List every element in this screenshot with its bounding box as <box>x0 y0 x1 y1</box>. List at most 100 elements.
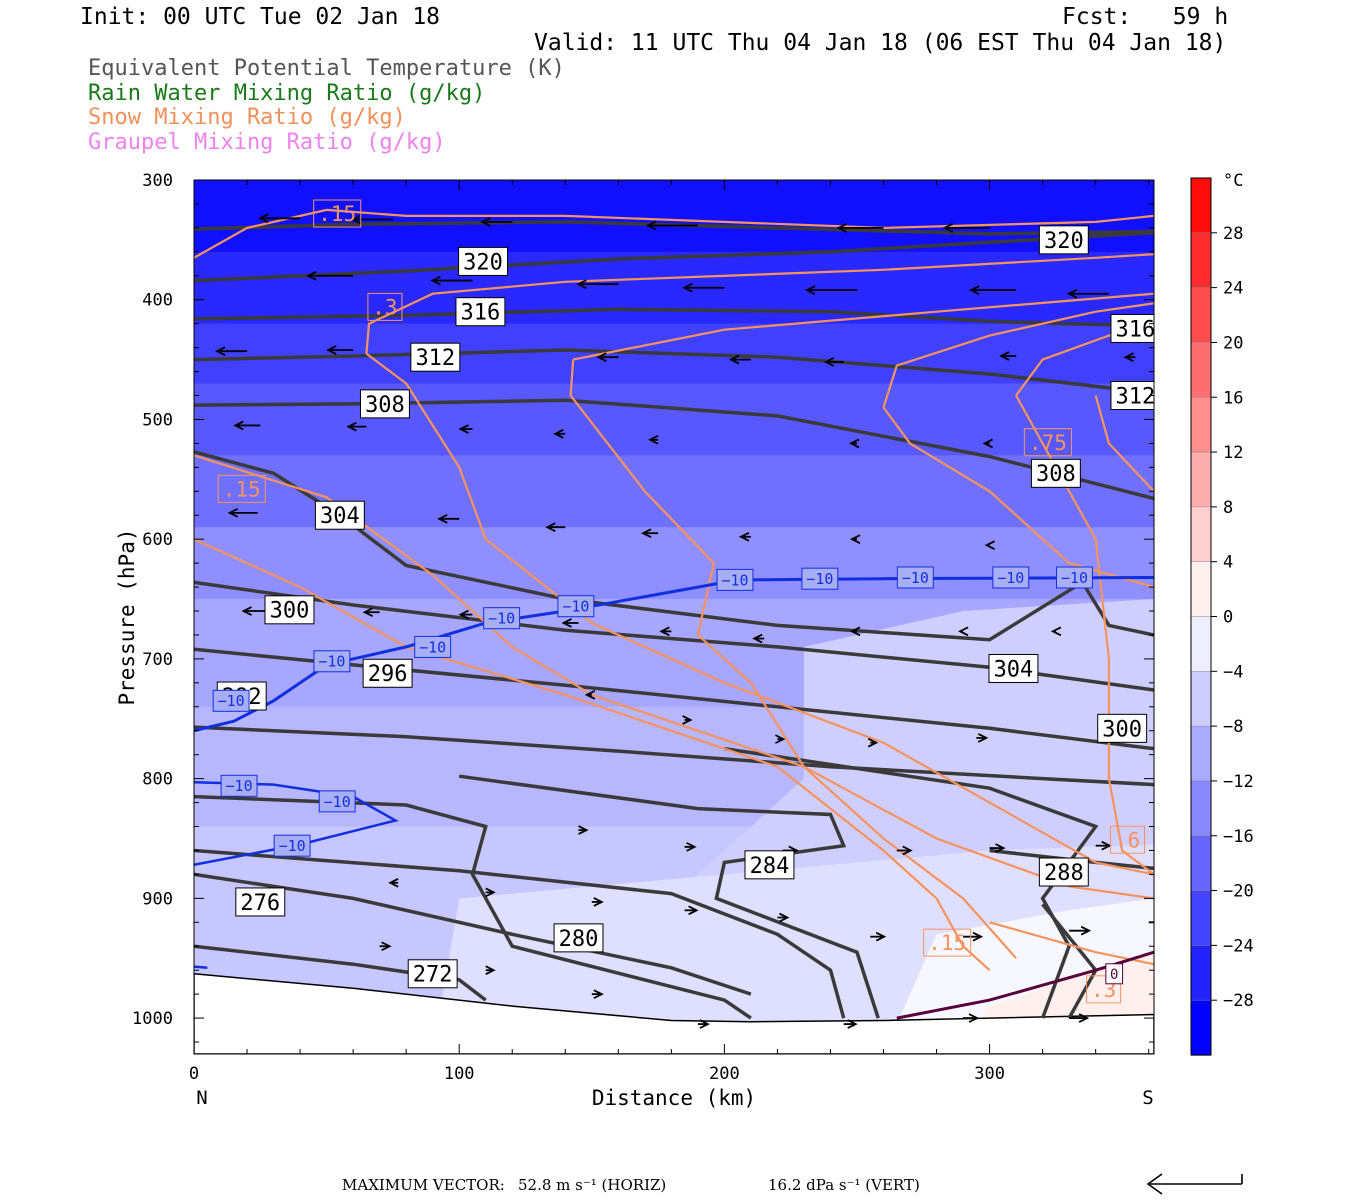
isotherm-zero-label: 0 <box>1105 963 1124 985</box>
svg-text:320: 320 <box>1044 229 1084 254</box>
wind-vector <box>728 354 751 365</box>
wind-vector <box>849 534 861 544</box>
max-vector-horiz: 52.8 m s⁻¹ (HORIZ) <box>518 1176 667 1194</box>
theta-e-label: 280 <box>553 923 604 953</box>
theta-e-contour <box>194 725 1154 787</box>
wind-vector <box>576 279 619 289</box>
wind-vector <box>1069 925 1092 936</box>
snow-label: .3 <box>367 292 403 321</box>
wind-vector <box>350 214 393 225</box>
svg-text:.75: .75 <box>1029 431 1067 455</box>
wind-vector <box>777 912 790 923</box>
wind-vector <box>215 346 248 357</box>
wind-vector <box>942 223 990 233</box>
wind-vector <box>485 887 496 898</box>
wind-vector <box>326 345 354 355</box>
snow-contour <box>569 359 1017 959</box>
wind-vector <box>144 275 194 283</box>
reference-vector-icon <box>1146 1173 1243 1195</box>
isotherm-label: −10 <box>414 635 452 658</box>
theta-e-contour <box>194 307 1154 328</box>
wind-vector <box>485 965 496 975</box>
theta-e-label: 320 <box>1038 225 1089 255</box>
svg-text:.15: .15 <box>223 477 261 501</box>
x-tick-label: 100 <box>444 1064 475 1084</box>
svg-text:−10: −10 <box>318 653 345 671</box>
y-tick-label: 300 <box>142 171 173 191</box>
theta-e-label: 308 <box>1030 458 1081 488</box>
theta-e-label: 300 <box>264 595 315 625</box>
wind-vector <box>896 845 913 856</box>
x-tick-label: 0 <box>189 1064 199 1084</box>
colorbar-tick-label: 24 <box>1223 279 1243 299</box>
theta-e-label: 316 <box>455 297 506 327</box>
snow-contour <box>989 921 1154 966</box>
wind-vector <box>437 514 460 524</box>
colorbar-tick-label: −12 <box>1223 772 1254 792</box>
theta-e-label: 316 <box>1110 313 1154 343</box>
svg-text:.6: .6 <box>1115 828 1140 852</box>
wind-vector <box>134 212 194 220</box>
wind-vector <box>976 733 989 743</box>
theta-e-contour <box>194 794 752 1020</box>
wind-vector <box>682 282 725 293</box>
svg-text:308: 308 <box>365 393 405 418</box>
isotherm-label: −10 <box>896 566 934 589</box>
snow-contour <box>882 406 1154 589</box>
wind-vector <box>258 213 301 224</box>
wind-vector <box>843 1019 858 1029</box>
isotherm-label: −10 <box>313 650 351 673</box>
svg-text:−10: −10 <box>488 610 515 628</box>
wind-vector <box>1095 840 1112 851</box>
colorbar-segment <box>1190 506 1212 563</box>
wind-vector <box>379 941 392 952</box>
svg-text:288: 288 <box>1044 861 1084 886</box>
wind-vector <box>227 508 258 518</box>
svg-text:272: 272 <box>413 963 453 988</box>
theta-e-label: 308 <box>359 389 410 419</box>
y-tick-label: 700 <box>142 650 173 670</box>
svg-text:312: 312 <box>415 346 455 371</box>
x-end-label-left: N <box>196 1087 207 1109</box>
wind-vector <box>1123 352 1136 362</box>
theta-e-contour <box>194 944 487 1002</box>
wind-vector <box>867 737 879 748</box>
temperature-band <box>194 383 1154 457</box>
svg-text:−10: −10 <box>902 569 929 587</box>
theta-e-label: 320 <box>458 246 509 276</box>
isotherm-label: −10 <box>992 566 1030 589</box>
snow-contour <box>194 208 1154 259</box>
wind-vector <box>982 438 993 449</box>
snow-contour <box>194 538 991 972</box>
isotherm-label: −10 <box>318 790 356 813</box>
colorbar-segment <box>1190 342 1212 398</box>
colorbar-segment <box>1190 835 1212 892</box>
colorbar-tick-label: 4 <box>1223 553 1233 573</box>
wind-vector <box>645 220 698 231</box>
wind-vector <box>682 715 693 725</box>
init-time: Init: 00 UTC Tue 02 Jan 18 <box>80 4 441 30</box>
colorbar-tick-label: 0 <box>1223 608 1233 628</box>
wind-vector <box>984 540 995 550</box>
colorbar-segment <box>1190 561 1212 618</box>
svg-text:−10: −10 <box>324 793 351 811</box>
legend-snow: Snow Mixing Ratio (g/kg) <box>88 105 406 130</box>
colorbar-tick-label: 28 <box>1223 224 1243 244</box>
wind-vector <box>233 420 261 431</box>
colorbar-tick-label: 12 <box>1223 443 1243 463</box>
isotherm-label: −10 <box>557 595 595 618</box>
colorbar-segment <box>1190 999 1212 1056</box>
theta-e-label: 312 <box>1110 381 1154 411</box>
snow-label: .6 <box>1109 825 1146 854</box>
y-tick-label: 800 <box>142 770 173 790</box>
wind-vector <box>969 285 1017 295</box>
snow-contour <box>882 302 1154 408</box>
colorbar-tick-label: −4 <box>1223 662 1243 682</box>
temperature-band <box>194 527 1154 601</box>
colorbar-tick-label: −20 <box>1223 882 1254 902</box>
colorbar-segment <box>1190 890 1212 947</box>
svg-text:.3: .3 <box>372 295 397 319</box>
max-vector-label: MAXIMUM VECTOR: <box>342 1176 505 1194</box>
wind-vector <box>388 877 399 888</box>
wind-vector <box>306 270 354 281</box>
